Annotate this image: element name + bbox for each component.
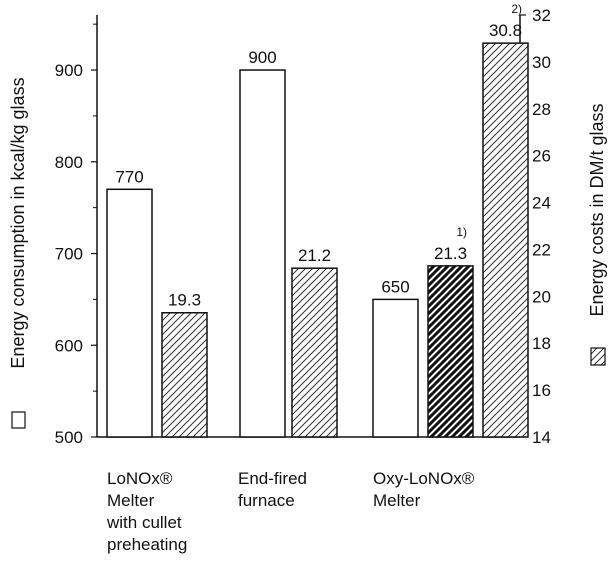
category-label: Oxy-LoNOx® Melter bbox=[373, 468, 474, 512]
left-tick-label: 600 bbox=[55, 336, 83, 355]
left-axis-title: Energy consumption in kcal/kg glass bbox=[8, 77, 28, 368]
bar-footnote-mark: 2) bbox=[511, 2, 522, 16]
right-tick-label: 20 bbox=[532, 287, 551, 306]
right-axis-title: Energy costs in DM/t glass bbox=[587, 103, 607, 316]
bar-value-label: 19.3 bbox=[168, 291, 201, 310]
category-label-line: Melter bbox=[373, 491, 421, 510]
category-label-line: Melter bbox=[107, 491, 155, 510]
bar-value-label: 30.8 bbox=[489, 21, 522, 40]
right-axis-legend-swatch bbox=[590, 347, 606, 366]
bar-open-2 bbox=[372, 298, 419, 438]
left-tick-label: 700 bbox=[55, 245, 83, 264]
right-tick-label: 24 bbox=[532, 194, 551, 213]
right-tick-label: 28 bbox=[532, 100, 551, 119]
category-label: LoNOx® Melter with cullet preheating bbox=[107, 468, 187, 556]
category-label-line: furnace bbox=[238, 491, 295, 510]
category-label-line: preheating bbox=[107, 535, 188, 554]
right-tick-label: 16 bbox=[532, 381, 551, 400]
bar-open-0 bbox=[106, 188, 153, 438]
category-label-line: Oxy-LoNOx® bbox=[373, 469, 475, 488]
category-label-line: LoNOx® bbox=[107, 469, 173, 488]
left-tick-label: 800 bbox=[55, 153, 83, 172]
right-tick-label: 32 bbox=[532, 6, 551, 25]
left-axis-legend-swatch bbox=[11, 411, 26, 429]
bar-footnote-mark: 1) bbox=[456, 225, 467, 239]
left-tick-label: 900 bbox=[55, 61, 83, 80]
right-tick-label: 30 bbox=[532, 53, 551, 72]
bar-value-label: 21.3 bbox=[434, 244, 467, 263]
right-tick-label: 14 bbox=[532, 428, 551, 447]
right-tick-label: 26 bbox=[532, 147, 551, 166]
bar-value-label: 900 bbox=[248, 48, 276, 67]
bar-hatch-2 bbox=[482, 42, 529, 438]
bar-hatch-bold-2 bbox=[427, 265, 474, 438]
category-label: End-fired furnace bbox=[238, 468, 307, 512]
right-tick-label: 18 bbox=[532, 334, 551, 353]
bar-value-label: 21.2 bbox=[298, 246, 331, 265]
category-label-line: with cullet bbox=[107, 513, 182, 532]
right-tick-label: 22 bbox=[532, 240, 551, 259]
bar-value-label: 770 bbox=[115, 167, 143, 186]
category-label-line: End-fired bbox=[238, 469, 307, 488]
bar-open-1 bbox=[239, 69, 286, 438]
bar-value-label: 650 bbox=[381, 277, 409, 296]
bar-hatch-1 bbox=[291, 267, 338, 438]
left-tick-label: 500 bbox=[55, 428, 83, 447]
bar-hatch-0 bbox=[161, 311, 208, 438]
